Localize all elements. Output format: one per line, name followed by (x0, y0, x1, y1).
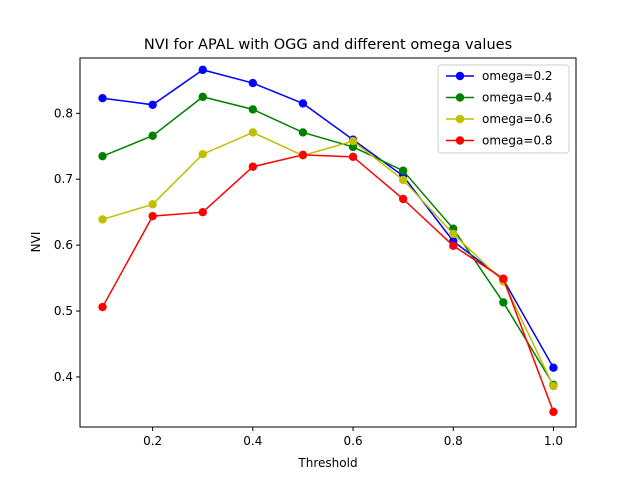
legend-label: omega=0.6 (482, 112, 553, 126)
data-point (449, 241, 458, 250)
x-axis: 0.2 0.4 0.6 0.8 1.0 (143, 427, 563, 448)
series-4 (98, 150, 558, 417)
data-point (98, 93, 107, 103)
x-tick-label: 0.8 (444, 434, 463, 448)
y-axis: 0.4 0.5 0.6 0.7 0.8 (54, 106, 80, 384)
data-point (549, 407, 558, 417)
legend-label: omega=0.4 (482, 91, 553, 105)
data-point (248, 128, 258, 137)
data-point (499, 274, 508, 283)
legend-frame (437, 64, 570, 154)
x-tick-label: 0.4 (243, 434, 262, 448)
series-2 (98, 92, 558, 390)
data-point (148, 131, 157, 140)
x-axis-label: Threshold (297, 456, 357, 470)
y-tick-label: 0.4 (54, 370, 73, 384)
data-point (549, 363, 558, 372)
legend-marker (455, 71, 465, 81)
data-point (348, 142, 358, 152)
data-point (248, 105, 258, 114)
data-point (398, 194, 408, 204)
data-point (148, 200, 157, 209)
data-point (298, 150, 308, 160)
y-tick-label: 0.5 (54, 304, 73, 318)
legend-marker (455, 136, 465, 145)
data-point (198, 207, 207, 217)
data-point (98, 215, 107, 224)
y-axis-label: NVI (29, 232, 43, 253)
data-point (98, 151, 107, 161)
legend-marker (455, 114, 465, 124)
legend-item: omega=0.6 (446, 112, 553, 126)
data-point (398, 166, 408, 175)
series-line (102, 131, 555, 387)
data-point (198, 150, 207, 159)
legend-item: omega=0.4 (446, 91, 553, 105)
x-tick-label: 1.0 (544, 434, 563, 448)
data-point (449, 229, 458, 239)
data-point (248, 162, 258, 171)
series-3 (98, 128, 558, 391)
data-point (398, 175, 408, 185)
data-point (499, 298, 508, 307)
legend-marker (455, 93, 465, 102)
series-line (102, 96, 555, 386)
data-point (198, 65, 207, 75)
data-point (148, 211, 157, 221)
legend: omega=0.2 omega=0.4 omega=0.6 omega=0.8 (437, 64, 570, 154)
y-tick-label: 0.6 (54, 238, 73, 252)
series-line (102, 69, 555, 369)
data-point (348, 136, 358, 146)
plot-frame (79, 57, 577, 428)
y-tick-label: 0.7 (54, 172, 73, 186)
x-tick-label: 0.6 (344, 434, 363, 448)
y-tick-label: 0.8 (54, 106, 73, 120)
plot-area (98, 65, 558, 417)
x-tick-label: 0.2 (143, 434, 162, 448)
legend-item: omega=0.8 (446, 134, 553, 148)
data-point (248, 78, 258, 88)
data-point (198, 92, 207, 102)
data-point (348, 152, 358, 162)
data-point (148, 100, 157, 109)
legend-label: omega=0.2 (482, 69, 553, 83)
chart-title: NVI for APAL with OGG and different omeg… (144, 37, 512, 53)
legend-item: omega=0.2 (446, 69, 553, 83)
data-point (298, 128, 308, 137)
data-point (98, 302, 107, 312)
series-line (101, 154, 555, 413)
legend-label: omega=0.8 (482, 134, 553, 148)
data-point (298, 99, 308, 108)
data-point (549, 381, 558, 391)
